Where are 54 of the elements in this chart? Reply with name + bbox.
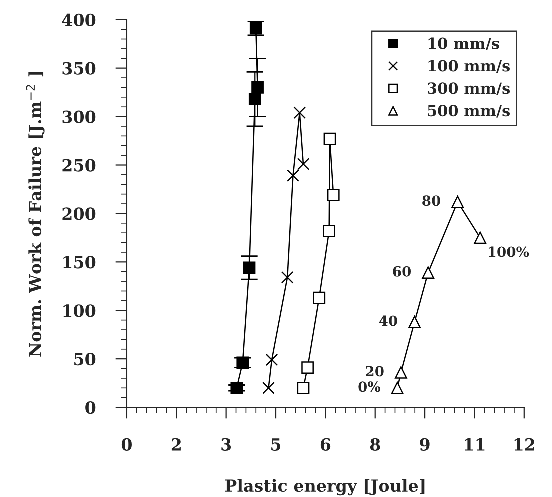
point [248, 93, 262, 106]
point [230, 382, 244, 394]
point [452, 196, 464, 208]
x-axis-title: Plastic energy [Joule] [225, 479, 425, 496]
x-tick-label: 8 [370, 438, 380, 451]
y-tick-label: 0 [86, 402, 96, 414]
point [327, 189, 340, 202]
point [297, 382, 310, 394]
y-tick-label: 350 [62, 62, 96, 75]
x-tick-label: 3 [222, 438, 232, 451]
point [236, 356, 250, 370]
point [262, 382, 275, 394]
legend-label: 300 mm/s [428, 82, 510, 96]
legend-label: 100 mm/s [428, 60, 510, 73]
legend-label: 10 mm/s [428, 38, 500, 51]
x-tick-label: 2 [172, 438, 181, 451]
point [408, 316, 421, 328]
x-tick-label: 6 [320, 438, 331, 451]
y-tick-label: 100 [64, 304, 96, 318]
point [250, 22, 262, 35]
annotation: 100% [488, 246, 530, 258]
point [302, 362, 314, 374]
x-tick-label: 11 [465, 438, 485, 451]
y-tick-label: 250 [62, 159, 96, 172]
point [474, 232, 487, 244]
point [313, 292, 326, 304]
point [391, 382, 404, 394]
y-tick-label: 300 [62, 110, 96, 124]
x-tick-label: 5 [272, 438, 281, 451]
point [281, 271, 294, 284]
point [422, 266, 435, 280]
y-tick-label: 200 [62, 208, 96, 220]
y-axis-title: Norm. Work of Failure [J.m$^{−2}$ ] [26, 72, 45, 357]
y-tick-label: 50 [74, 353, 96, 366]
point [297, 158, 310, 170]
point [243, 262, 256, 274]
y-tick-label: 150 [64, 256, 96, 269]
annotation: 40 [379, 316, 398, 326]
point [287, 170, 300, 182]
point [266, 354, 278, 366]
point [324, 132, 336, 146]
y-tick-label: 400 [62, 14, 96, 26]
point [252, 82, 264, 94]
point [294, 106, 306, 120]
x-tick-label: 12 [514, 438, 534, 451]
x-tick-label: 9 [420, 438, 430, 451]
point [323, 224, 336, 238]
annotation: 60 [393, 266, 412, 277]
x-tick-label: 0 [122, 438, 132, 451]
annotation: 0% [358, 382, 381, 392]
annotation: 80 [422, 196, 441, 206]
annotation: 20 [366, 366, 384, 377]
point [395, 366, 408, 379]
legend-label: 500 mm/s [428, 105, 510, 118]
